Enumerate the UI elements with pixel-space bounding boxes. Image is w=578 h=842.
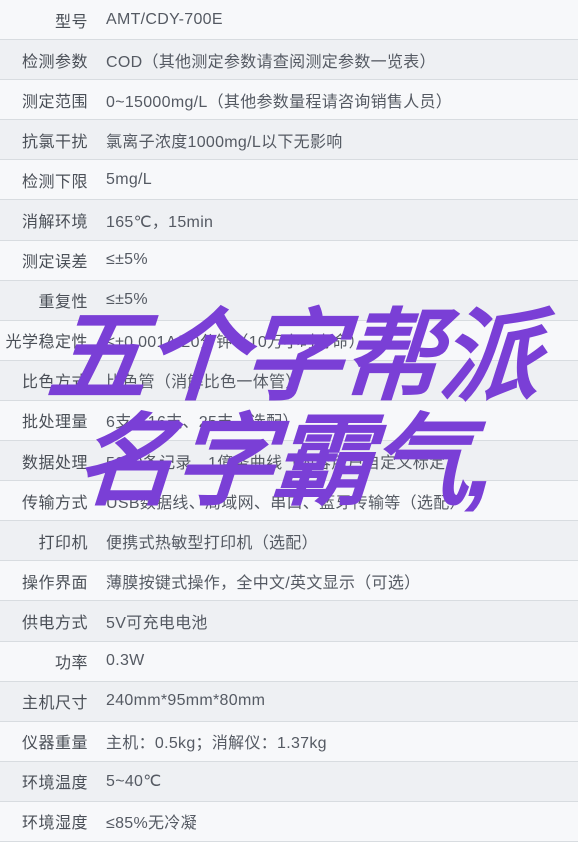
row-value: 5V可充电电池 [100,609,578,633]
row-value: 便携式热敏型打印机（选配） [100,529,578,553]
row-label: 型号 [0,8,100,32]
table-row: 比色方式比色管（消解比色一体管） [0,361,578,401]
table-row: 功率0.3W [0,642,578,682]
row-value: 主机：0.5kg；消解仪：1.37kg [100,729,578,753]
row-label: 比色方式 [0,368,100,392]
row-value: ≤85%无冷凝 [100,809,578,833]
row-value: 氯离子浓度1000mg/L以下无影响 [100,128,578,152]
table-row: 主机尺寸240mm*95mm*80mm [0,682,578,722]
table-row: 消解环境165℃，15min [0,200,578,240]
row-label: 批处理量 [0,408,100,432]
row-value: 5mg/L [100,171,578,189]
table-row: 操作界面薄膜按键式操作，全中文/英文显示（可选） [0,561,578,601]
row-label: 环境温度 [0,769,100,793]
row-value: 240mm*95mm*80mm [100,692,578,710]
row-label: 检测下限 [0,168,100,192]
table-row: 环境湿度≤85%无冷凝 [0,802,578,842]
table-row: 环境温度5~40℃ [0,762,578,802]
row-value: ≤±5% [100,251,578,269]
table-row: 测定范围0~15000mg/L（其他参数量程请咨询销售人员） [0,80,578,120]
table-row: 重复性≤±5% [0,281,578,321]
row-value: ≤±5% [100,291,578,309]
table-row: 测定误差≤±5% [0,241,578,281]
row-label: 功率 [0,649,100,673]
row-value: AMT/CDY-700E [100,11,578,29]
table-row: 供电方式5V可充电电池 [0,601,578,641]
row-label: 消解环境 [0,208,100,232]
row-label: 主机尺寸 [0,689,100,713]
row-label: 测定误差 [0,248,100,272]
spec-table: 型号AMT/CDY-700E检测参数COD（其他测定参数请查阅测定参数一览表）测… [0,0,578,842]
table-row: 打印机便携式热敏型打印机（选配） [0,521,578,561]
row-label: 环境湿度 [0,809,100,833]
row-label: 供电方式 [0,609,100,633]
row-value: 5000条记录、1億条曲线（內容用户自定义标定） [100,449,578,473]
row-value: 薄膜按键式操作，全中文/英文显示（可选） [100,569,578,593]
table-row: 传输方式USB数据线、局域网、串口、蓝牙传输等（选配） [0,481,578,521]
row-label: 测定范围 [0,88,100,112]
table-row: 仪器重量主机：0.5kg；消解仪：1.37kg [0,722,578,762]
row-label: 重复性 [0,288,100,312]
row-value: 0.3W [100,652,578,670]
table-row: 数据处理5000条记录、1億条曲线（內容用户自定义标定） [0,441,578,481]
row-value: 0~15000mg/L（其他参数量程请咨询销售人员） [100,88,578,112]
row-label: 仪器重量 [0,729,100,753]
table-row: 批处理量6支、16支、25支（选配） [0,401,578,441]
row-label: 光学稳定性 [0,328,100,352]
row-value: 6支、16支、25支（选配） [100,408,578,432]
row-label: 传输方式 [0,489,100,513]
row-value: ≤±0.001A/20分钟（10万小时寿命） [100,328,578,352]
row-label: 数据处理 [0,449,100,473]
row-label: 抗氯干扰 [0,128,100,152]
row-label: 操作界面 [0,569,100,593]
table-row: 光学稳定性≤±0.001A/20分钟（10万小时寿命） [0,321,578,361]
row-value: USB数据线、局域网、串口、蓝牙传输等（选配） [100,489,578,513]
row-label: 检测参数 [0,48,100,72]
row-value: 165℃，15min [100,208,578,232]
row-label: 打印机 [0,529,100,553]
table-row: 检测下限5mg/L [0,160,578,200]
table-row: 抗氯干扰氯离子浓度1000mg/L以下无影响 [0,120,578,160]
row-value: 比色管（消解比色一体管） [100,368,578,392]
table-row: 检测参数COD（其他测定参数请查阅测定参数一览表） [0,40,578,80]
row-value: COD（其他测定参数请查阅测定参数一览表） [100,48,578,72]
row-value: 5~40℃ [100,771,578,791]
table-row: 型号AMT/CDY-700E [0,0,578,40]
